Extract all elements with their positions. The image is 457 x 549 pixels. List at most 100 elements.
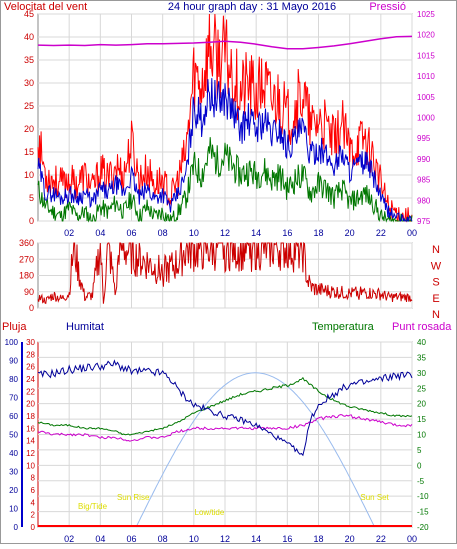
wind-x-tick-label: 06 <box>126 228 136 238</box>
humidity-tick-label: 80 <box>9 375 18 384</box>
climate-x-tick-label: 22 <box>376 534 386 544</box>
rain-tick-label: 20 <box>26 400 35 409</box>
wind-tick-label: 15 <box>24 147 34 157</box>
wind-x-tick-label: 10 <box>189 228 199 238</box>
humidity-tick-label: 20 <box>9 486 18 495</box>
rain-tick-label: 16 <box>26 424 35 433</box>
rain-tick-label: 0 <box>31 523 36 532</box>
pressure-tick-label: 1005 <box>417 93 435 102</box>
climate-x-tick-label: 10 <box>189 534 199 544</box>
humidity-tick-label: 70 <box>9 394 18 403</box>
temperature-tick-label: -10 <box>417 492 429 501</box>
pressure-tick-label: 990 <box>417 155 431 164</box>
climate-x-tick-label: 18 <box>313 534 323 544</box>
chart-title: 24 hour graph day : 31 Mayo 2016 <box>168 1 336 13</box>
pressure-tick-label: 995 <box>417 134 431 143</box>
pressure-tick-label: 980 <box>417 196 431 205</box>
sunset-label: Sun Set <box>360 493 389 502</box>
direction-tick-label: 270 <box>19 254 34 264</box>
rain-axis-title: Pluja <box>2 321 27 333</box>
climate-x-tick-label: 08 <box>158 534 168 544</box>
temperature-tick-label: 20 <box>417 400 426 409</box>
direction-tick-label: 90 <box>24 287 34 297</box>
humidity-tick-label: 60 <box>9 412 18 421</box>
rain-tick-label: 10 <box>26 461 35 470</box>
pressure-tick-label: 975 <box>417 217 431 226</box>
direction-tick-label: 180 <box>19 271 34 281</box>
wind-tick-label: 5 <box>29 193 34 203</box>
humidity-series-line <box>37 359 413 457</box>
temperature-axis-title: Temperatura <box>312 321 375 333</box>
rain-tick-label: 8 <box>31 474 36 483</box>
pressure-tick-label: 985 <box>417 176 431 185</box>
wind-tick-label: 25 <box>24 101 34 111</box>
rain-tick-label: 28 <box>26 350 35 359</box>
sunrise-label: Sun Rise <box>117 493 150 502</box>
dewpoint-axis-title: Punt rosada <box>392 321 452 333</box>
humidity-tick-label: 100 <box>5 338 19 347</box>
temperature-tick-label: 40 <box>417 338 426 347</box>
dewpoint-series-line <box>37 414 413 442</box>
direction-series-line <box>37 241 413 305</box>
low-tide-label: Low/tide <box>195 508 225 517</box>
temperature-tick-label: 35 <box>417 353 426 362</box>
rain-tick-label: 12 <box>26 449 35 458</box>
humidity-tick-label: 30 <box>9 468 18 477</box>
climate-x-tick-label: 16 <box>282 534 292 544</box>
pressure-series-line <box>37 35 413 50</box>
climate-x-tick-label: 04 <box>95 534 105 544</box>
wind-axis-title: Velocitat del vent <box>4 1 87 13</box>
wind-x-tick-label: 16 <box>282 228 292 238</box>
wind-x-tick-label: 00 <box>407 228 417 238</box>
rain-tick-label: 22 <box>26 387 35 396</box>
wind-pressure-panel: 0510152025303540459759809859909951000100… <box>24 9 435 238</box>
compass-label: N <box>432 309 440 321</box>
compass-label: E <box>432 293 439 305</box>
rain-humidity-temperature-panel: -20-15-10-505101520253035400246810121416… <box>5 338 429 544</box>
rain-tick-label: 4 <box>31 498 36 507</box>
wind-tick-label: 20 <box>24 124 34 134</box>
compass-label: S <box>432 277 439 289</box>
temperature-tick-label: -15 <box>417 508 429 517</box>
wind-x-tick-label: 04 <box>95 228 105 238</box>
temperature-tick-label: 10 <box>417 431 426 440</box>
wind-tick-label: 10 <box>24 170 34 180</box>
temperature-series-line <box>37 376 413 436</box>
compass-label: N <box>432 244 440 256</box>
solar-curve <box>135 372 376 528</box>
compass-label: W <box>431 260 442 272</box>
wind-x-tick-label: 12 <box>220 228 230 238</box>
temperature-tick-label: 5 <box>417 446 422 455</box>
pressure-axis-title: Pressió <box>369 1 406 13</box>
high-tide-label: Big/Tide <box>78 502 108 511</box>
wind-tick-label: 0 <box>29 216 34 226</box>
wind-low-series-line <box>37 137 413 223</box>
rain-tick-label: 6 <box>31 486 36 495</box>
humidity-tick-label: 90 <box>9 357 18 366</box>
wind-x-tick-label: 08 <box>158 228 168 238</box>
wind-x-tick-label: 02 <box>64 228 74 238</box>
wind-x-tick-label: 22 <box>376 228 386 238</box>
temperature-tick-label: -20 <box>417 523 429 532</box>
pressure-tick-label: 1020 <box>417 31 435 40</box>
climate-x-tick-label: 12 <box>220 534 230 544</box>
wind-tick-label: 30 <box>24 78 34 88</box>
climate-x-tick-label: 00 <box>407 534 417 544</box>
wind-x-tick-label: 18 <box>313 228 323 238</box>
humidity-tick-label: 40 <box>9 449 18 458</box>
pressure-tick-label: 1010 <box>417 72 435 81</box>
climate-x-tick-label: 02 <box>64 534 74 544</box>
temperature-tick-label: 30 <box>417 369 426 378</box>
temperature-tick-label: -5 <box>417 477 425 486</box>
direction-tick-label: 360 <box>19 238 34 248</box>
pressure-tick-label: 1000 <box>417 114 435 123</box>
rain-tick-label: 2 <box>31 511 36 520</box>
wind-x-tick-label: 20 <box>345 228 355 238</box>
humidity-tick-label: 0 <box>14 523 19 532</box>
humidity-tick-label: 50 <box>9 431 18 440</box>
climate-x-tick-label: 06 <box>126 534 136 544</box>
wind-tick-label: 35 <box>24 55 34 65</box>
rain-tick-label: 18 <box>26 412 35 421</box>
